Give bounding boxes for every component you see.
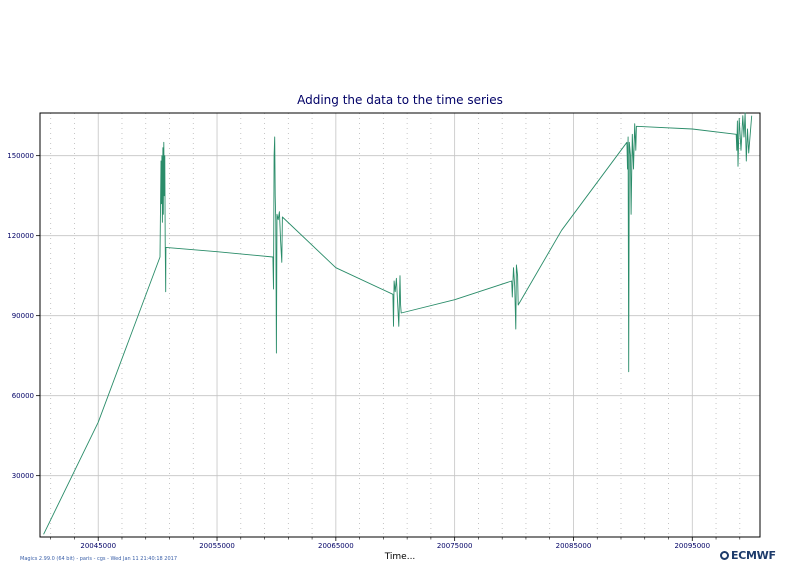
axis-ticks: 20045000 20055000 20065000 20075000 20085000… <box>7 152 741 550</box>
y-tick-label: 120000 <box>7 232 34 240</box>
series-layer <box>43 112 753 535</box>
y-tick-label: 60000 <box>12 392 34 400</box>
series-line-1 <box>43 112 753 535</box>
ecmwf-logo-text: ECMWF <box>731 549 776 562</box>
x-tick-label: 20055000 <box>199 542 235 550</box>
x-axis-label: Time... <box>384 552 416 562</box>
y-tick-label: 150000 <box>7 152 34 160</box>
x-tick-label: 20095000 <box>674 542 710 550</box>
grid <box>40 113 760 537</box>
chart-title: Adding the data to the time series <box>297 93 503 107</box>
x-tick-label: 20045000 <box>80 542 116 550</box>
ecmwf-logo-mark-icon <box>720 551 729 560</box>
footer-credit: Magics 2.99.0 (64 bit) - paris - cgs - W… <box>20 556 178 562</box>
x-tick-label: 20085000 <box>556 542 592 550</box>
y-tick-label: 90000 <box>12 312 34 320</box>
x-tick-label: 20065000 <box>318 542 354 550</box>
ecmwf-logo: ECMWF <box>720 549 776 562</box>
plot-frame <box>39 112 761 538</box>
x-tick-label: 20075000 <box>437 542 473 550</box>
y-tick-label: 30000 <box>12 472 34 480</box>
